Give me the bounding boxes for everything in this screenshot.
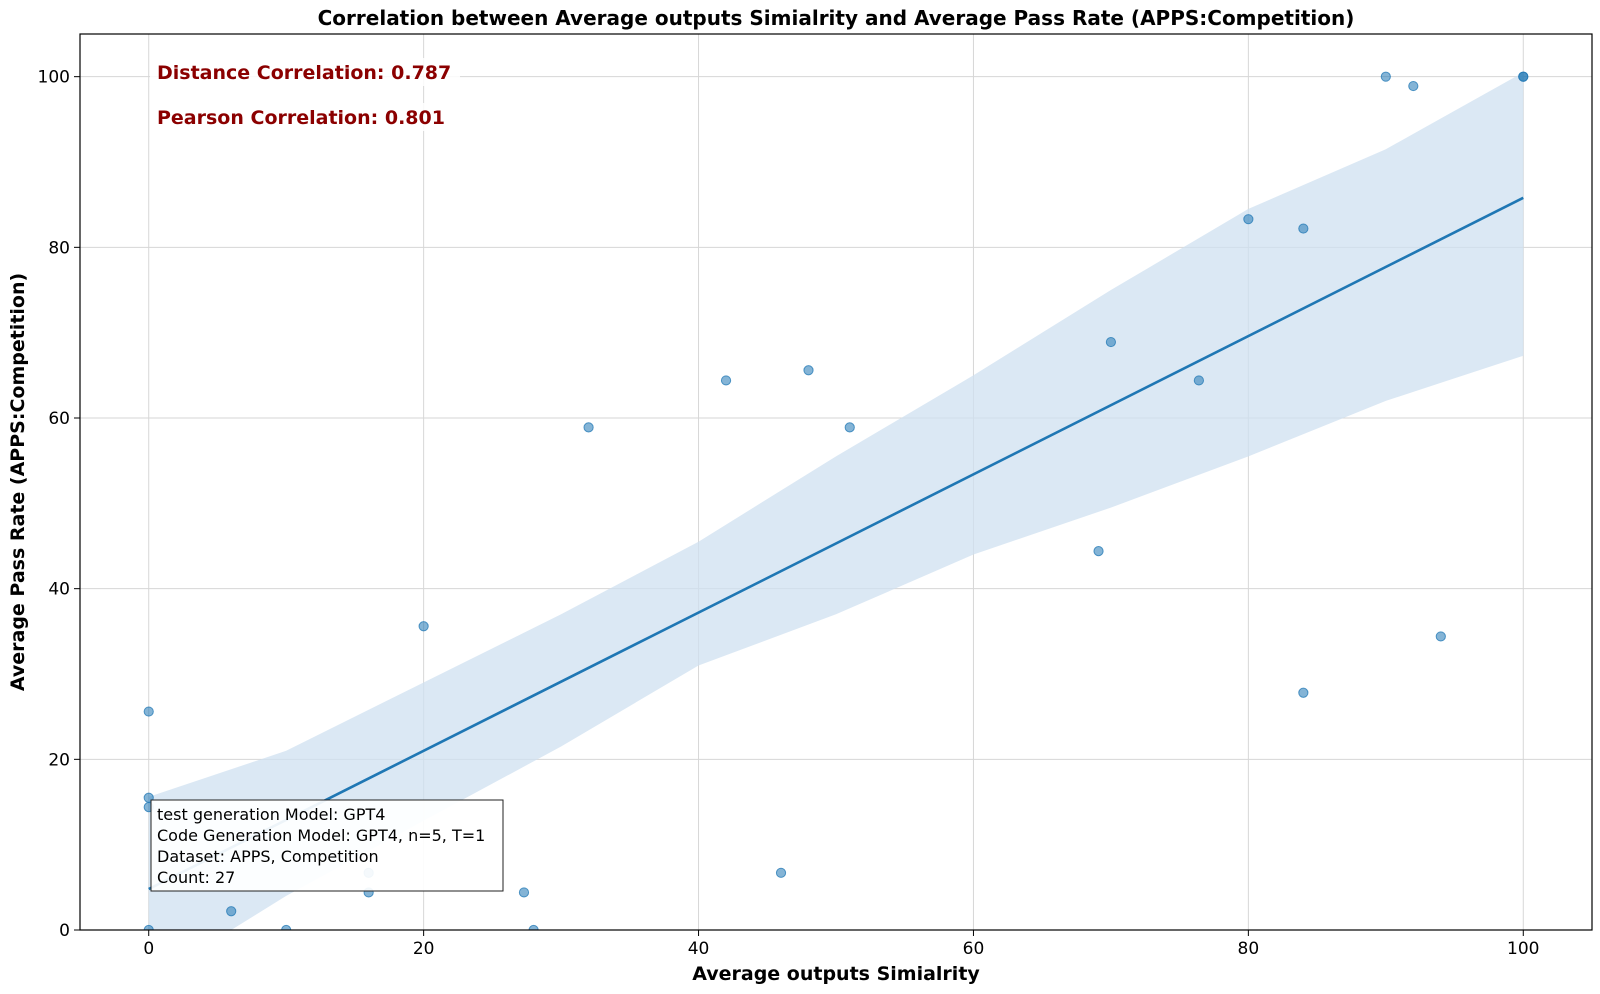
data-point	[418, 621, 429, 632]
y-axis-ticks: 0 20 40 60 80 100	[38, 68, 80, 941]
pearson-correlation-label: Pearson Correlation: 0.801	[157, 107, 445, 129]
y-tick-label: 20	[48, 750, 70, 770]
chart-title: Correlation between Average outputs Simi…	[318, 6, 1355, 30]
y-tick-label: 80	[48, 238, 70, 258]
x-axis-ticks: 0 20 40 60 80 100	[143, 930, 1539, 959]
x-tick-label: 100	[1507, 939, 1539, 959]
data-point	[518, 887, 530, 898]
data-point	[720, 375, 732, 386]
y-tick-label: 40	[48, 580, 70, 600]
data-point	[1435, 631, 1446, 642]
data-point	[775, 867, 787, 878]
regression-line-layer	[148, 196, 1524, 891]
data-point	[226, 906, 237, 917]
x-tick-label: 60	[963, 939, 985, 959]
y-tick-label: 100	[38, 68, 70, 88]
info-box-line: Count: 27	[157, 868, 235, 887]
x-tick-label: 80	[1238, 939, 1260, 959]
data-point	[1298, 687, 1309, 698]
data-point	[844, 422, 855, 433]
y-tick-label: 60	[48, 409, 70, 429]
data-point	[1193, 375, 1204, 386]
x-tick-label: 20	[413, 939, 435, 959]
data-point	[1105, 336, 1117, 348]
data-point	[1518, 71, 1529, 82]
info-box-line: Code Generation Model: GPT4, n=5, T=1	[157, 826, 485, 845]
info-box-line: Dataset: APPS, Competition	[157, 847, 379, 866]
plot-area-frame	[79, 33, 1593, 931]
data-point	[583, 422, 594, 433]
data-point	[1093, 546, 1104, 557]
info-box-line: test generation Model: GPT4	[157, 805, 385, 824]
data-point	[528, 924, 539, 930]
info-box-frame	[150, 799, 504, 892]
distance-correlation-label: Distance Correlation: 0.787	[157, 62, 451, 84]
data-point	[1298, 223, 1309, 234]
y-tick-label: 0	[59, 921, 70, 941]
regression-line	[148, 196, 1524, 891]
correlation-annotations: Distance Correlation: 0.787 Pearson Corr…	[150, 58, 460, 131]
x-tick-label: 0	[143, 939, 154, 959]
data-point	[1408, 80, 1419, 92]
data-point	[143, 924, 154, 930]
data-point	[143, 706, 154, 717]
info-box: test generation Model: GPT4 Code Generat…	[150, 799, 504, 892]
x-tick-label: 40	[688, 939, 710, 959]
data-point	[1243, 214, 1254, 225]
data-point	[1380, 71, 1391, 82]
data-point	[281, 924, 292, 930]
x-axis-label: Average outputs Simialrity	[692, 963, 980, 985]
data-point	[803, 365, 814, 376]
y-axis-label: Average Pass Rate (APPS:Competition)	[7, 273, 29, 691]
data-points	[143, 71, 1529, 930]
